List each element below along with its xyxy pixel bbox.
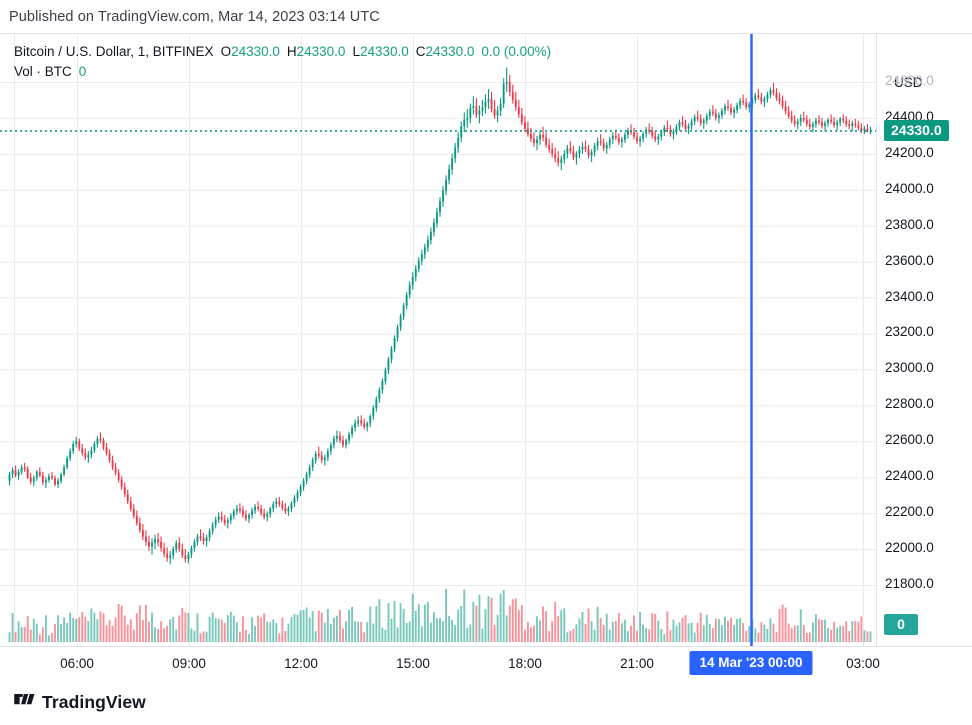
price-tick: 24000.0 xyxy=(885,180,934,196)
time-tick: 06:00 xyxy=(60,656,94,671)
footer: TradingView xyxy=(0,679,972,725)
tradingview-brand-text: TradingView xyxy=(42,691,146,712)
time-tick: 12:00 xyxy=(284,656,318,671)
price-tick: 23400.0 xyxy=(885,288,934,304)
price-tick: 22800.0 xyxy=(885,396,934,412)
tradingview-logo-icon xyxy=(14,694,35,705)
time-scale[interactable]: 06:00 09:00 12:00 15:00 18:00 21:00 14 Mar '23… xyxy=(0,646,972,679)
price-tick: 22600.0 xyxy=(885,432,934,448)
price-tick: 21800.0 xyxy=(885,576,934,592)
time-tick: 03:00 xyxy=(846,656,880,671)
price-tick: 22200.0 xyxy=(885,504,934,520)
time-tick: 18:00 xyxy=(508,656,542,671)
currency-label: USD xyxy=(894,75,923,90)
price-scale[interactable]: USD 24600.0 24400.0 24200.0 24000.0 23800.0 2… xyxy=(877,34,972,646)
price-tick: 23600.0 xyxy=(885,252,934,268)
chart-overlays xyxy=(0,34,876,646)
price-tick: 22000.0 xyxy=(885,540,934,556)
chart-frame: Bitcoin / U.S. Dollar, 1, BITFINEX O24330… xyxy=(0,33,972,679)
current-price-badge: 24330.0 xyxy=(884,119,949,141)
price-tick: 23800.0 xyxy=(885,216,934,232)
price-tick: 24200.0 xyxy=(885,144,934,160)
published-header: Published on TradingView.com, Mar 14, 20… xyxy=(0,0,972,33)
time-tick: 15:00 xyxy=(396,656,430,671)
published-text: Published on TradingView.com, Mar 14, 20… xyxy=(9,8,380,25)
time-tick-highlighted: 14 Mar '23 00:00 xyxy=(689,651,813,675)
candlestick-series xyxy=(8,67,872,642)
price-tick: 23200.0 xyxy=(885,324,934,340)
price-tick: 23000.0 xyxy=(885,360,934,376)
price-tick: 24600.0 xyxy=(885,72,934,88)
price-tick: 22400.0 xyxy=(885,468,934,484)
time-tick: 09:00 xyxy=(172,656,206,671)
time-tick: 21:00 xyxy=(620,656,654,671)
volume-value-badge: 0 xyxy=(884,614,918,635)
chart-pane[interactable]: Bitcoin / U.S. Dollar, 1, BITFINEX O24330… xyxy=(0,34,877,646)
